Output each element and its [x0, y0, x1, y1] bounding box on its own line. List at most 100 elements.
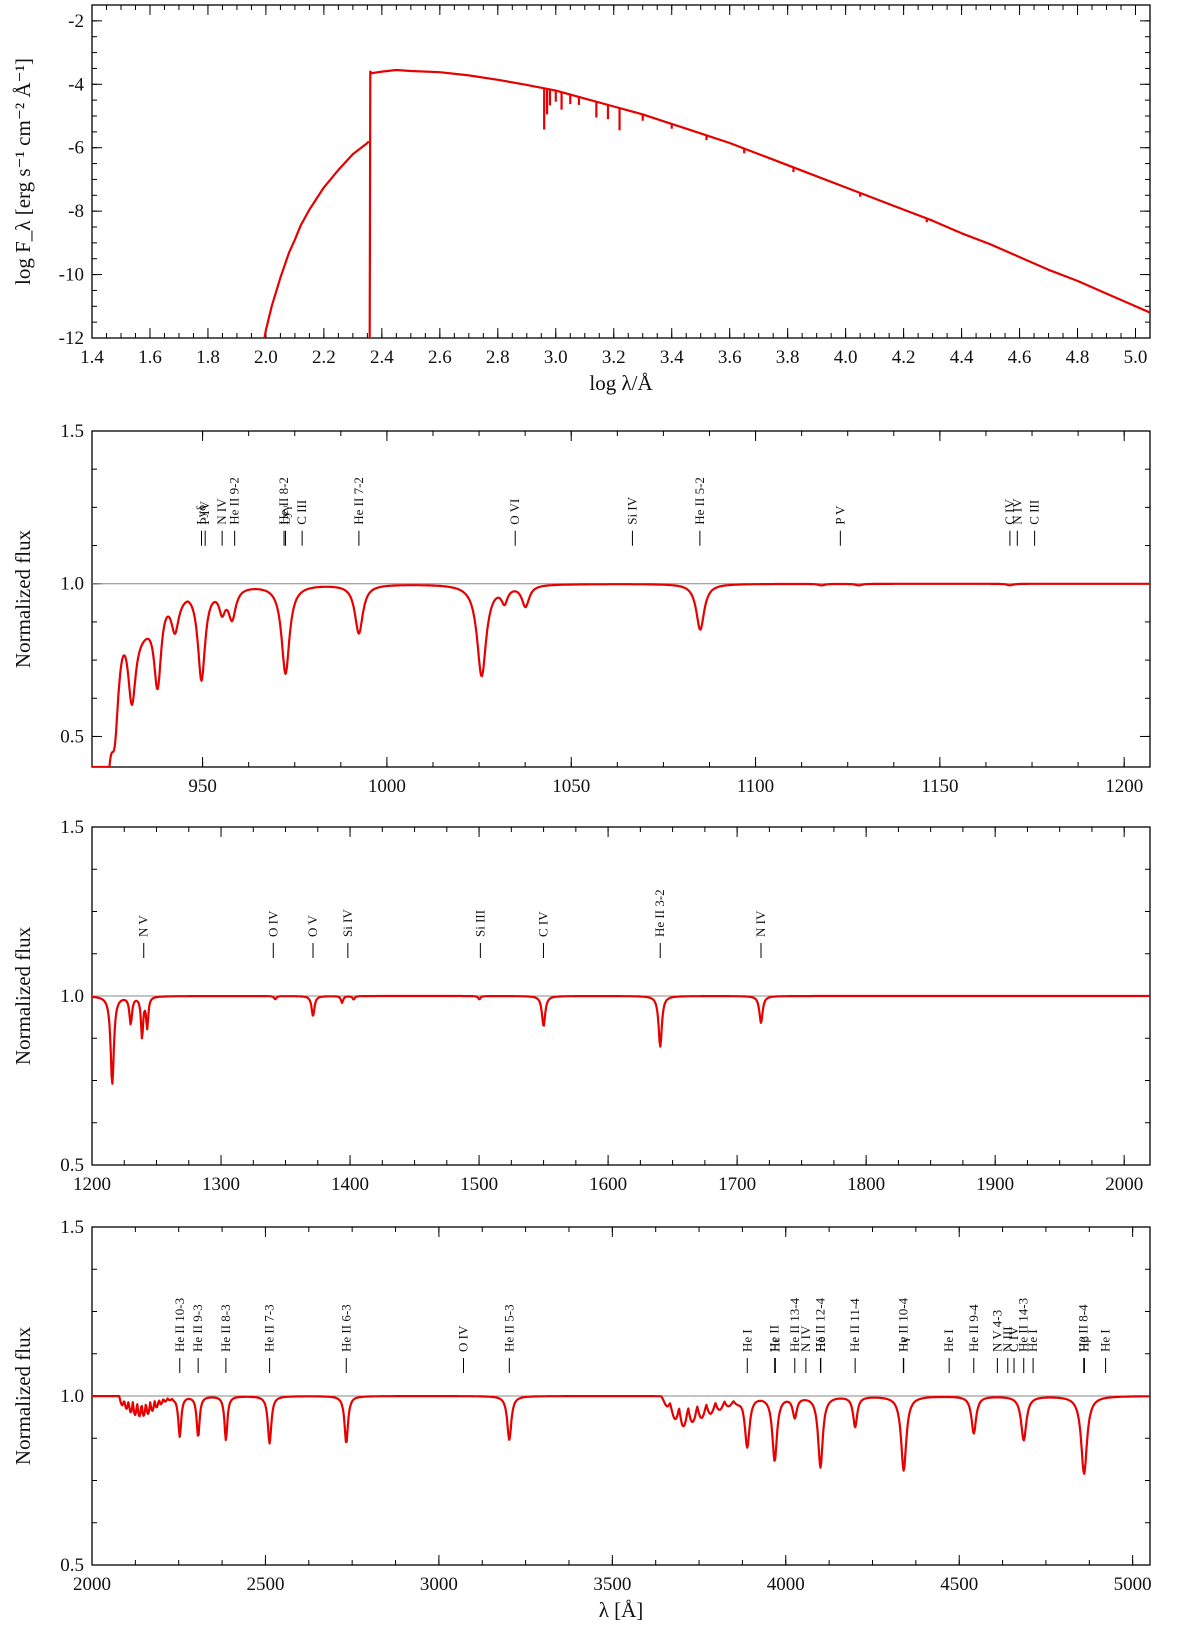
line-id-label: He II 8-4	[1076, 1304, 1091, 1352]
line-id-label: C IV	[535, 911, 550, 937]
y-tick-label: -4	[68, 74, 84, 95]
x-tick-label: 1000	[368, 776, 406, 797]
line-id-label: He II 11-4	[847, 1298, 862, 1352]
line-id-label: N IV	[1009, 498, 1024, 525]
y-tick-label: -6	[68, 138, 84, 159]
line-id-label: He II 13-4	[787, 1297, 802, 1352]
y-axis-label: Normalized flux	[11, 926, 35, 1065]
plot-frame	[91, 4, 1151, 339]
line-id-label: He II 14-3	[1016, 1298, 1031, 1352]
x-tick-label: 1050	[552, 776, 590, 797]
line-id-label: C IV	[1006, 1326, 1021, 1352]
line-id-label: He II 7-3	[262, 1304, 277, 1352]
y-tick-label: 0.5	[60, 1555, 84, 1576]
panel-opt: 2000 2500 3000 3500 4000 4500 5000 0.5 1.0 1.5 λ […	[11, 1217, 1152, 1622]
x-axis-label: log λ/Å	[589, 371, 653, 395]
line-id-label: He II 9-3	[190, 1304, 205, 1352]
x-tick-label: 1200	[73, 1174, 111, 1195]
line-id-label: Hγ	[896, 1337, 911, 1352]
x-tick-label: 4000	[767, 1574, 805, 1595]
y-axis-label: log F_λ [erg s⁻¹ cm⁻² Å⁻¹]	[11, 58, 35, 285]
y-axis-label: Normalized flux	[11, 529, 35, 668]
panel-sed: 1.4 1.6 1.8 2.0 2.2 2.4 2.6 2.8 3.0 3.2 3.4 3.6 3.8 4…	[11, 4, 1151, 395]
y-tick-label: 0.5	[60, 1155, 84, 1176]
x-tick-label: 2.6	[428, 347, 452, 368]
x-tick-label: 3000	[420, 1574, 458, 1595]
x-tick-label: 1700	[718, 1174, 756, 1195]
x-tick-label: 950	[188, 776, 217, 797]
x-tick-label: 2000	[1105, 1174, 1143, 1195]
line-id-label: Si IV	[340, 909, 355, 937]
line-id-label: N IV	[798, 1325, 813, 1352]
line-id-label: He I	[1098, 1329, 1113, 1352]
x-tick-label: 1800	[847, 1174, 885, 1195]
panel-fuv: 950 1000 1050 1100 1150 1200 0.5 1.0 1.5 Normaliz…	[11, 421, 1151, 797]
x-tick-label: 2.8	[486, 347, 510, 368]
x-tick-label: 1400	[331, 1174, 369, 1195]
line-id-label: He II 9-2	[227, 477, 242, 525]
line-id-label: O VI	[507, 499, 522, 525]
y-tick-label: -12	[59, 328, 84, 349]
line-id-label: C III	[294, 500, 309, 525]
line-id-label: Lyγ	[278, 505, 293, 525]
line-id-label: He II 10-3	[172, 1298, 187, 1352]
line-id-label: Hε	[767, 1337, 782, 1352]
line-id-label: C III	[1027, 500, 1042, 525]
line-id-label: O IV	[456, 1325, 471, 1352]
x-tick-label: 1.6	[138, 347, 162, 368]
sed-series-1	[368, 68, 1150, 338]
x-tick-label: 1900	[976, 1174, 1014, 1195]
x-tick-label: 4.8	[1066, 347, 1090, 368]
y-tick-label: -2	[68, 11, 84, 32]
line-id-label: Si IV	[624, 496, 639, 524]
x-tick-label: 2.0	[254, 347, 278, 368]
x-tick-label: 2.2	[312, 347, 336, 368]
x-tick-label: 3500	[593, 1574, 631, 1595]
y-tick-label: 0.5	[60, 726, 84, 747]
line-id-label: Hβ	[1076, 1336, 1091, 1352]
line-id-label: He II	[767, 1325, 782, 1352]
y-tick-label: 1.5	[60, 1217, 84, 1238]
y-tick-label: 1.0	[60, 986, 84, 1007]
line-id-label: He II 10-4	[895, 1297, 910, 1352]
line-id-label: P IV	[197, 500, 212, 524]
sed-series-0	[263, 140, 370, 338]
y-tick-label: 1.5	[60, 817, 84, 838]
x-tick-label: 2.4	[370, 347, 394, 368]
line-id-label: He II 5-3	[501, 1304, 516, 1352]
line-id-label: O IV	[265, 910, 280, 937]
y-tick-label: -10	[59, 265, 84, 286]
x-tick-label: 5.0	[1124, 347, 1148, 368]
plot-frame	[91, 430, 1151, 768]
x-tick-label: 3.2	[602, 347, 626, 368]
y-axis-label: Normalized flux	[11, 1326, 35, 1465]
line-id-label: N IV	[753, 910, 768, 937]
line-id-label: He II 3-2	[652, 889, 667, 937]
y-tick-label: 1.0	[60, 574, 84, 595]
x-tick-label: 1600	[589, 1174, 627, 1195]
x-tick-label: 1.4	[80, 347, 104, 368]
x-tick-label: 4.0	[834, 347, 858, 368]
line-id-label: He II 8-3	[218, 1304, 233, 1352]
x-tick-label: 5000	[1114, 1574, 1152, 1595]
line-id-label: O V	[305, 915, 320, 937]
x-tick-label: 4.4	[950, 347, 974, 368]
line-id-label: Si III	[472, 910, 487, 937]
line-id-label: He II 7-2	[351, 477, 366, 525]
x-tick-label: 1.8	[196, 347, 220, 368]
x-tick-label: 1100	[737, 776, 774, 797]
x-tick-label: 1500	[460, 1174, 498, 1195]
y-tick-label: -8	[68, 201, 84, 222]
spectrum-line	[92, 994, 1150, 1085]
line-id-label: He II 6-3	[338, 1304, 353, 1352]
line-id-label: N III	[1000, 1326, 1015, 1352]
line-id-label: N V	[136, 915, 151, 937]
x-tick-label: 4500	[940, 1574, 978, 1595]
spectrum-line	[92, 582, 1150, 767]
line-id-label: He II 9-4	[966, 1304, 981, 1352]
x-tick-label: 2000	[73, 1574, 111, 1595]
x-axis-label: λ [Å]	[599, 1598, 644, 1622]
panel-uv: 1200 1300 1400 1500 1600 1700 1800 1900 2000 0.5 1…	[11, 817, 1151, 1195]
x-tick-label: 4.2	[892, 347, 916, 368]
y-tick-label: 1.5	[60, 421, 84, 442]
